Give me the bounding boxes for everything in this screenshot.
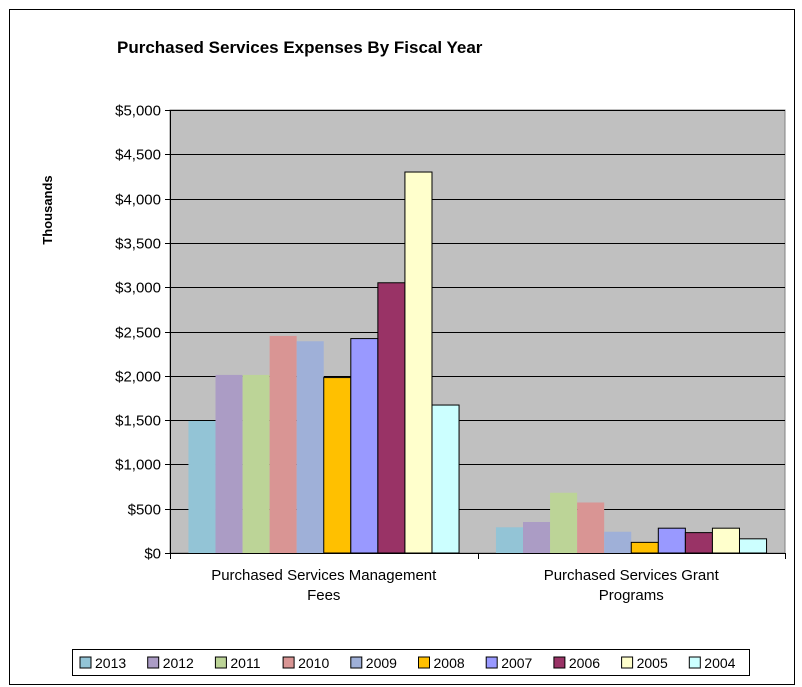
bar-2004 xyxy=(431,404,460,554)
bar-2010 xyxy=(269,335,297,553)
legend-box xyxy=(72,649,750,676)
y-tick-label: $3,000 xyxy=(115,280,161,297)
legend-swatch-2012 xyxy=(147,656,160,669)
bar-2008 xyxy=(323,377,352,554)
legend-label-2010: 2010 xyxy=(298,655,329,671)
bar-2012 xyxy=(523,521,551,553)
y-tick-label: $5,000 xyxy=(115,103,161,120)
y-tick-label: $500 xyxy=(128,502,161,519)
category-label: Fees xyxy=(307,587,340,604)
legend-label-2005: 2005 xyxy=(637,655,668,671)
legend: 2013 2012 2011 2010 2009 2008 2007 2006 2005 2004 xyxy=(72,649,750,676)
y-tick-label: $1,500 xyxy=(115,413,161,430)
legend-label-2012: 2012 xyxy=(163,655,194,671)
y-axis-label: Thousands xyxy=(40,175,55,244)
bar-2009 xyxy=(296,341,324,553)
y-tick-label: $0 xyxy=(144,546,161,563)
bars-group xyxy=(188,171,768,554)
category-label: Purchased Services Management xyxy=(211,567,437,584)
category-label: Purchased Services Grant xyxy=(544,567,720,584)
legend-swatch-2011 xyxy=(214,656,227,669)
bar-2009 xyxy=(604,531,632,553)
bar-2012 xyxy=(215,374,243,553)
bar-2013 xyxy=(188,420,216,553)
bar-2006 xyxy=(377,282,406,554)
legend-swatch-2005 xyxy=(621,656,634,669)
bar-2010 xyxy=(577,502,605,553)
legend-swatch-2006 xyxy=(553,656,566,669)
bar-2007 xyxy=(657,527,686,554)
bar-2013 xyxy=(495,527,524,553)
bar-2011 xyxy=(550,492,578,553)
legend-label-2011: 2011 xyxy=(230,655,260,671)
y-tick-label: $4,500 xyxy=(115,147,161,164)
bar-2005 xyxy=(404,171,433,554)
legend-label-2008: 2008 xyxy=(434,655,465,671)
legend-swatch-2010 xyxy=(282,656,295,669)
y-tick-label: $2,500 xyxy=(115,325,161,342)
y-tick-label: $2,000 xyxy=(115,369,161,386)
legend-label-2004: 2004 xyxy=(704,655,735,671)
legend-swatch-2013 xyxy=(79,656,92,669)
y-tick-label: $3,500 xyxy=(115,236,161,253)
legend-label-2006: 2006 xyxy=(569,655,600,671)
legend-swatch-2008 xyxy=(418,656,430,669)
y-axis: $0 $500 $1,000 $1,500 $2,000 $2,500 $3,000 $3,5… xyxy=(115,103,785,563)
legend-label-2009: 2009 xyxy=(366,655,397,671)
legend-swatch-2009 xyxy=(350,656,363,669)
bar-2005 xyxy=(711,527,740,554)
y-tick-label: $1,000 xyxy=(115,457,161,474)
legend-label-2007: 2007 xyxy=(501,655,532,671)
bar-2007 xyxy=(350,338,379,554)
chart-title: Purchased Services Expenses By Fiscal Ye… xyxy=(117,38,483,57)
bar-2008 xyxy=(630,541,659,554)
x-axis: Purchased Services Management Fees Purchas… xyxy=(170,553,786,604)
legend-swatch-2007 xyxy=(485,656,498,669)
legend-label-2013: 2013 xyxy=(95,655,126,671)
bar-2004 xyxy=(738,538,768,554)
y-tick-label: $4,000 xyxy=(115,192,161,209)
legend-swatch-2004 xyxy=(688,656,701,669)
category-label: Programs xyxy=(599,587,664,604)
bar-2011 xyxy=(242,374,270,553)
bar-2006 xyxy=(684,532,713,554)
